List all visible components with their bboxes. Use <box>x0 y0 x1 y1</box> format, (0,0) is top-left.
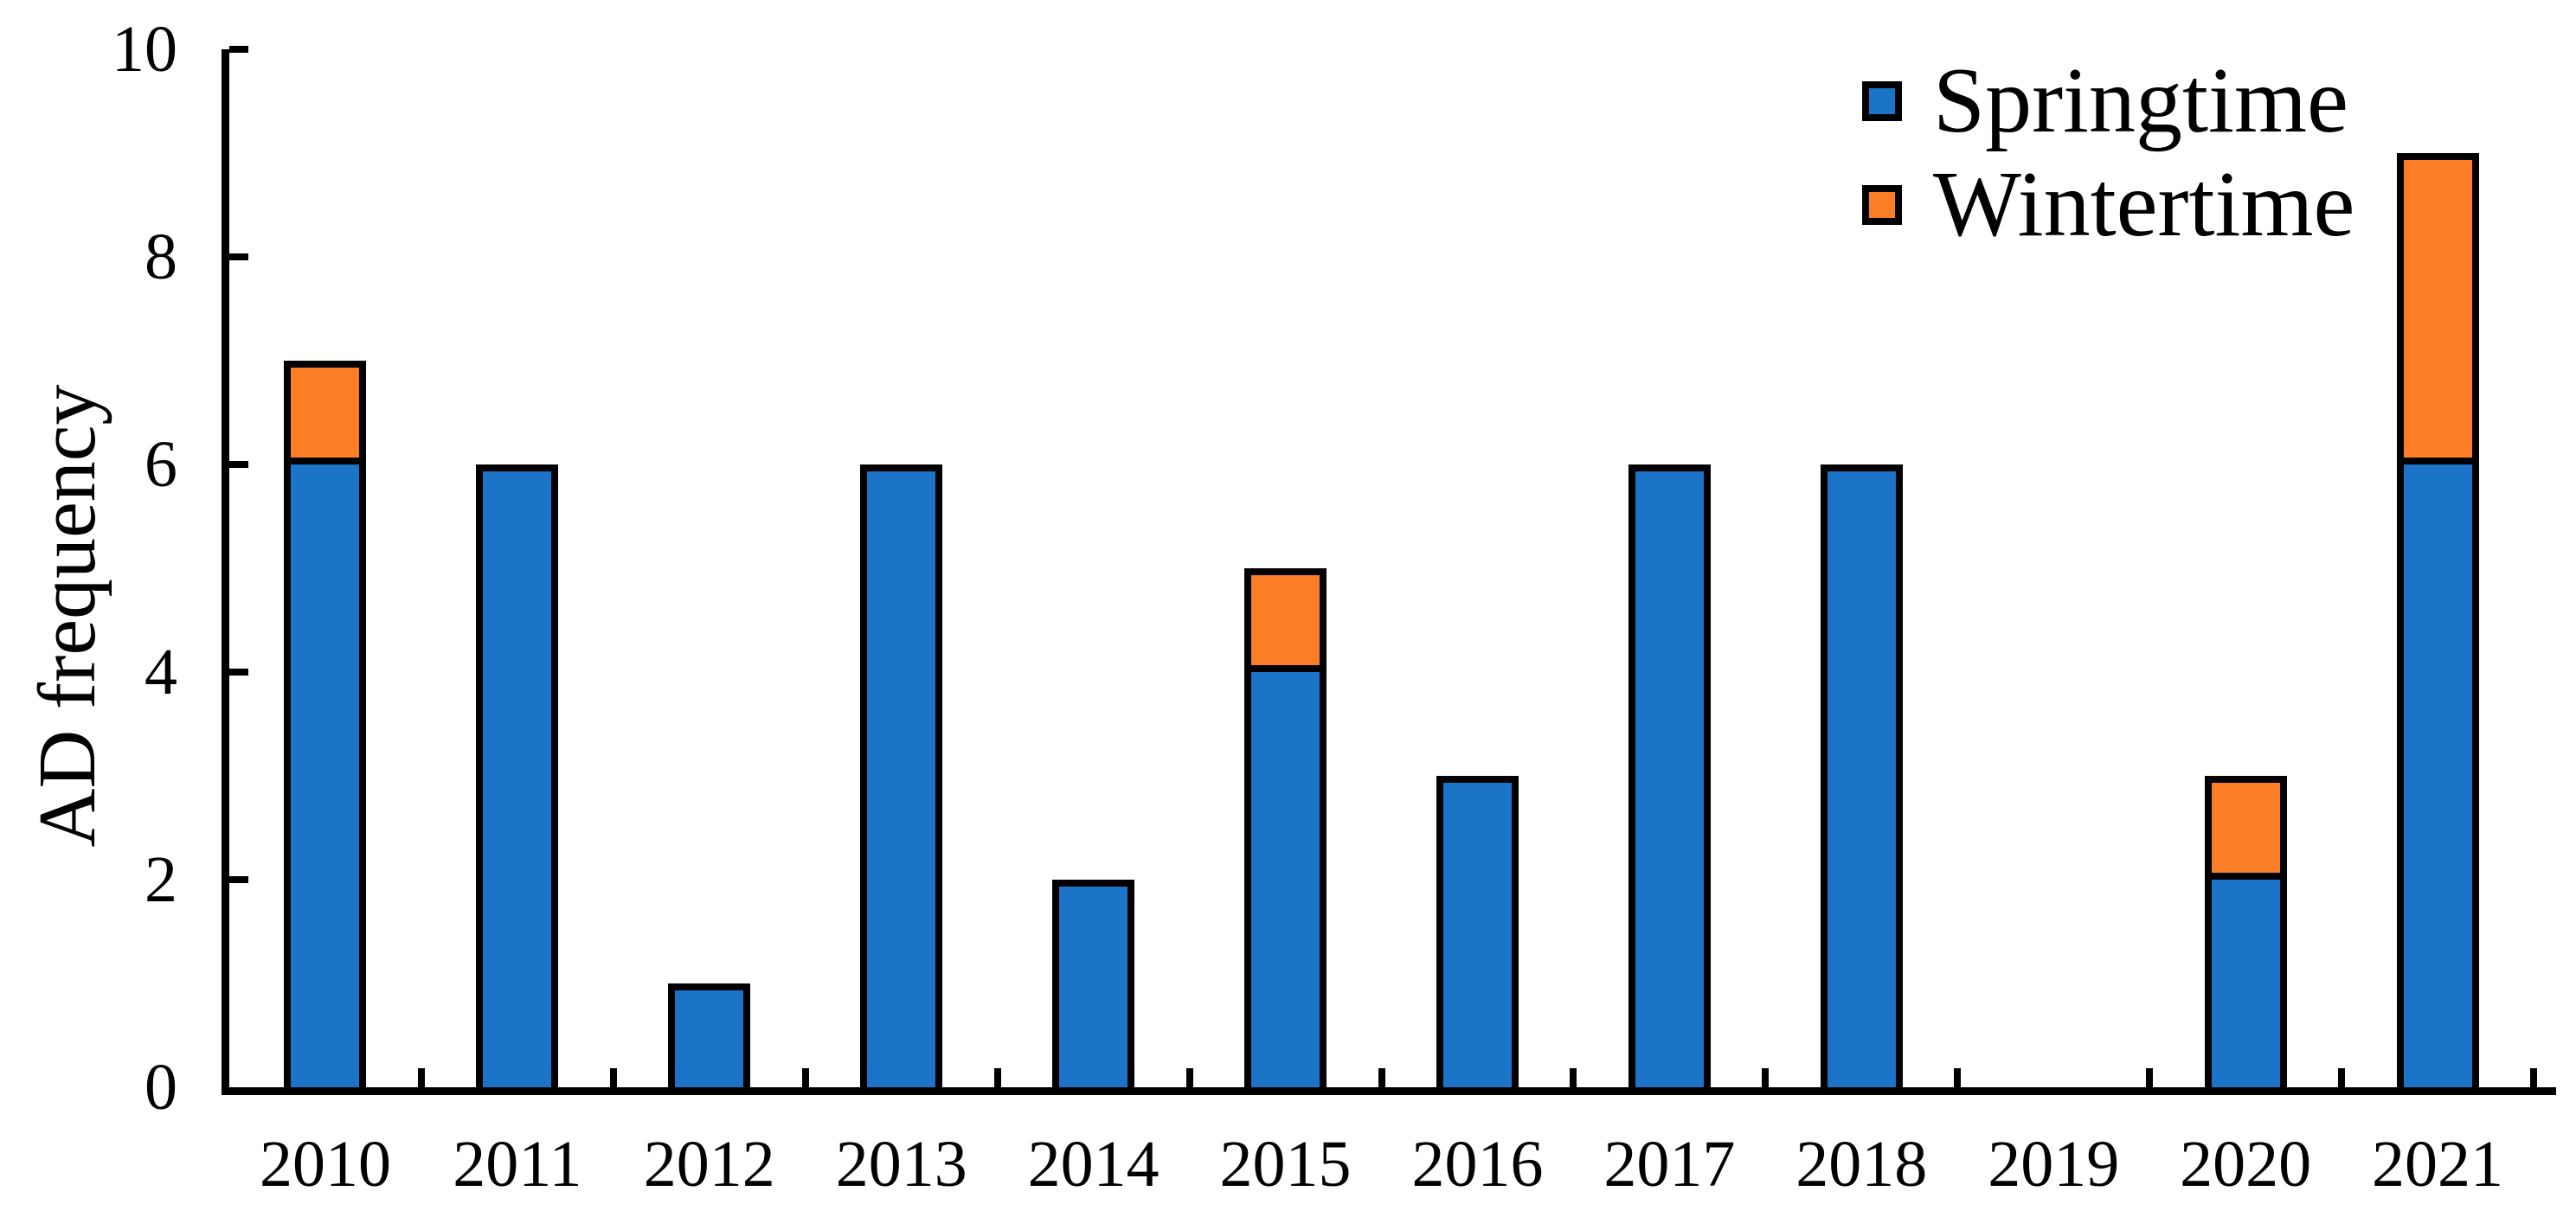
x-axis-tick-label: 2010 <box>259 1128 391 1201</box>
x-axis-tick-label: 2013 <box>835 1128 967 1201</box>
x-axis-tick <box>609 1068 617 1087</box>
x-axis-tick-label: 2019 <box>1988 1128 2120 1201</box>
bar-2014 <box>1052 880 1135 1087</box>
bar-2011 <box>476 464 559 1087</box>
x-axis-tick <box>2530 1068 2537 1087</box>
x-axis-tick-label: 2017 <box>1603 1128 1736 1201</box>
x-axis-tick-label: 2016 <box>1411 1128 1544 1201</box>
bar-segment-springtime <box>2403 464 2472 1087</box>
springtime-swatch-icon <box>1862 81 1902 121</box>
x-axis-tick <box>1378 1068 1385 1087</box>
y-axis-tick-label: 0 <box>145 1051 177 1124</box>
x-axis-tick <box>417 1068 425 1087</box>
y-axis-tick-label: 10 <box>112 13 177 86</box>
bar-segment-springtime <box>483 471 552 1087</box>
x-axis-tick <box>993 1068 1001 1087</box>
x-axis-tick-label: 2011 <box>453 1128 582 1201</box>
bar-segment-springtime <box>1442 783 1512 1087</box>
y-axis-line <box>222 49 229 1095</box>
y-axis-tick <box>229 876 248 883</box>
bar-segment-springtime <box>867 471 936 1087</box>
x-axis-tick <box>1570 1068 1577 1087</box>
wintertime-swatch-icon <box>1862 185 1902 225</box>
bar-segment-springtime <box>1059 887 1128 1087</box>
legend-item-wintertime: Wintertime <box>1862 153 2354 257</box>
bar-segment-wintertime <box>291 368 360 464</box>
y-axis-tick <box>229 461 248 468</box>
bar-segment-wintertime <box>2211 783 2280 880</box>
bar-2018 <box>1820 464 1903 1087</box>
y-axis-tick <box>229 253 248 260</box>
x-axis-tick-label: 2020 <box>2180 1128 2312 1201</box>
x-axis-tick-label: 2015 <box>1219 1128 1352 1201</box>
x-axis-tick <box>801 1068 809 1087</box>
x-axis-tick-label: 2021 <box>2372 1128 2504 1201</box>
bar-2015 <box>1244 568 1327 1087</box>
legend-label-wintertime: Wintertime <box>1933 153 2355 256</box>
bar-segment-wintertime <box>1251 575 1320 672</box>
x-axis-tick <box>2338 1068 2346 1087</box>
bar-2021 <box>2396 153 2479 1087</box>
bar-2017 <box>1628 464 1711 1087</box>
bar-segment-springtime <box>291 464 360 1087</box>
y-axis-tick <box>229 669 248 676</box>
legend: Springtime Wintertime <box>1862 49 2354 257</box>
bar-2020 <box>2204 776 2287 1087</box>
bar-2016 <box>1436 776 1519 1087</box>
bar-2012 <box>668 983 751 1087</box>
x-axis-line <box>222 1087 2556 1095</box>
bar-segment-springtime <box>1827 471 1896 1087</box>
legend-label-springtime: Springtime <box>1933 49 2348 152</box>
bar-segment-springtime <box>1251 672 1320 1087</box>
y-axis-tick-label: 8 <box>145 221 177 293</box>
bar-segment-springtime <box>1635 471 1704 1087</box>
bar-segment-springtime <box>675 990 744 1087</box>
x-axis-tick <box>2146 1068 2154 1087</box>
bar-segment-wintertime <box>2403 160 2472 464</box>
x-axis-tick <box>1762 1068 1770 1087</box>
x-axis-tick-label: 2012 <box>643 1128 775 1201</box>
legend-item-springtime: Springtime <box>1862 49 2354 153</box>
x-axis-tick-label: 2014 <box>1027 1128 1160 1201</box>
x-axis-tick-label: 2018 <box>1795 1128 1928 1201</box>
y-axis-tick <box>229 46 248 53</box>
y-axis-tick-label: 2 <box>145 843 177 916</box>
y-axis-tick-label: 4 <box>145 636 177 708</box>
bar-2010 <box>284 361 367 1087</box>
x-axis-tick <box>1185 1068 1193 1087</box>
x-axis-tick <box>1954 1068 1962 1087</box>
bar-2013 <box>860 464 943 1087</box>
y-axis-tick-label: 6 <box>145 428 177 501</box>
bar-segment-springtime <box>2211 880 2280 1087</box>
